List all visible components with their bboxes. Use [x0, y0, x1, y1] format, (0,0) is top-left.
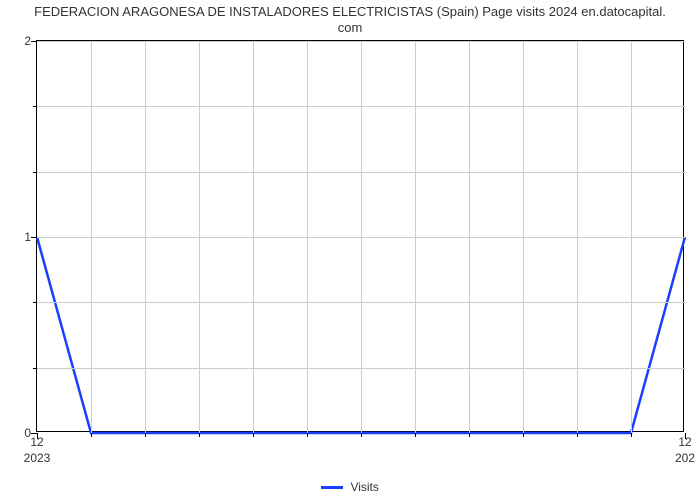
gridline-vertical: [91, 41, 92, 433]
legend-label: Visits: [350, 480, 378, 494]
gridline-vertical: [523, 41, 524, 433]
x-tick-label: 12: [30, 435, 43, 449]
x-minor-tick: [523, 433, 524, 437]
gridline-vertical: [307, 41, 308, 433]
x-minor-tick: [307, 433, 308, 437]
gridline-vertical: [253, 41, 254, 433]
gridline-vertical: [145, 41, 146, 433]
x-minor-tick: [361, 433, 362, 437]
y-minor-tick: [33, 106, 37, 107]
x-minor-tick: [469, 433, 470, 437]
chart-title-line1: FEDERACION ARAGONESA DE INSTALADORES ELE…: [0, 4, 700, 19]
plot-area: 01212202312202: [36, 40, 684, 432]
x-minor-tick: [415, 433, 416, 437]
x-minor-tick: [253, 433, 254, 437]
y-minor-tick: [33, 172, 37, 173]
gridline-vertical: [577, 41, 578, 433]
legend: Visits: [0, 480, 700, 494]
y-tick-mark: [31, 237, 37, 238]
x-minor-tick: [577, 433, 578, 437]
y-tick-label: 2: [24, 34, 31, 48]
legend-item-visits: Visits: [321, 480, 379, 494]
y-minor-tick: [33, 302, 37, 303]
gridline-vertical: [361, 41, 362, 433]
gridline-vertical: [469, 41, 470, 433]
x-sub-label: 202: [675, 451, 695, 465]
y-tick-mark: [31, 41, 37, 42]
gridline-vertical: [199, 41, 200, 433]
legend-swatch: [321, 486, 343, 489]
x-tick-label: 12: [678, 435, 691, 449]
x-minor-tick: [631, 433, 632, 437]
x-sub-label: 2023: [24, 451, 51, 465]
chart-container: FEDERACION ARAGONESA DE INSTALADORES ELE…: [0, 0, 700, 500]
gridline-vertical: [415, 41, 416, 433]
x-minor-tick: [199, 433, 200, 437]
x-minor-tick: [91, 433, 92, 437]
y-tick-label: 1: [24, 230, 31, 244]
x-minor-tick: [145, 433, 146, 437]
y-minor-tick: [33, 368, 37, 369]
chart-title-line2: com: [0, 20, 700, 35]
gridline-vertical: [631, 41, 632, 433]
